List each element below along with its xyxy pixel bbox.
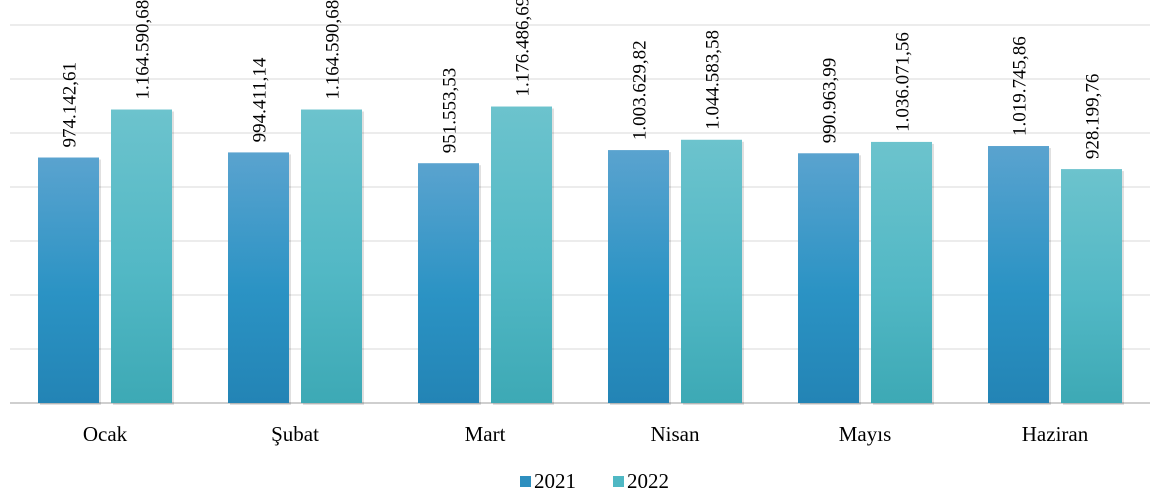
bar-2021-0: [38, 157, 99, 403]
data-label: 1.036.071,56: [893, 32, 914, 132]
bar-2022-3: [681, 139, 742, 403]
legend-swatch-2021: [520, 476, 531, 487]
data-label: 994.411,14: [250, 57, 271, 142]
legend-swatch-2022: [613, 476, 624, 487]
bar-2021-4: [798, 153, 859, 403]
data-label: 974.142,61: [60, 62, 81, 148]
data-label: 951.553,53: [440, 68, 461, 154]
bar-2021-1: [228, 152, 289, 403]
category-label: Mart: [465, 422, 506, 446]
bar-2022-5: [1061, 169, 1122, 403]
bar-2021-5: [988, 146, 1049, 403]
category-labels: Ocak Şubat Mart Nisan Mayıs Haziran: [83, 422, 1089, 446]
legend-label: 2022: [627, 469, 669, 493]
category-label: Mayıs: [839, 422, 892, 446]
bar-2021-3: [608, 150, 669, 403]
bar-2022-0: [111, 109, 172, 404]
category-label: Ocak: [83, 422, 128, 446]
category-label: Haziran: [1022, 422, 1089, 446]
bar-2022-4: [871, 141, 932, 403]
bar-2022-2: [491, 106, 552, 403]
bars: [38, 106, 1124, 406]
data-label: 1.164.590,68: [133, 0, 154, 100]
gridlines: [10, 24, 1150, 404]
data-label: 1.019.745,86: [1010, 36, 1031, 136]
bar-2021-2: [418, 163, 479, 403]
data-label: 1.176.486,69: [513, 0, 534, 97]
bar-2022-1: [301, 109, 362, 404]
category-label: Nisan: [651, 422, 700, 446]
category-label: Şubat: [271, 422, 319, 446]
data-label: 990.963,99: [820, 58, 841, 144]
data-label: 1.044.583,58: [703, 30, 724, 130]
data-label: 1.164.590,68: [323, 0, 344, 100]
data-labels: 974.142,61 1.164.590,68 994.411,14 1.164.59…: [60, 0, 1104, 159]
data-label: 1.003.629,82: [630, 40, 651, 140]
legend-label: 2021: [534, 469, 576, 493]
legend: 2021 2022: [520, 469, 669, 493]
data-label: 928.199,76: [1083, 74, 1104, 160]
